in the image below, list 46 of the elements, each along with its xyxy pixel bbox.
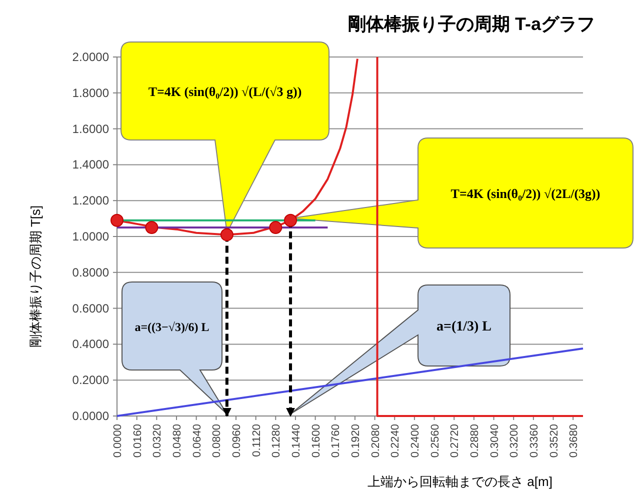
point — [110, 214, 124, 227]
x-tick-label: 0.2720 — [449, 424, 462, 458]
x-tick-label: 0.3200 — [508, 424, 521, 458]
annotation: T=4K (sin(θ₀/2)) √(2L/(3g)) — [450, 186, 600, 201]
y-tick-label: 0.4000 — [72, 337, 110, 352]
point — [145, 221, 158, 234]
x-tick-label: 0.1120 — [250, 424, 263, 457]
x-tick-label: 0.2880 — [468, 424, 481, 458]
x-tick-label: 0.3360 — [528, 424, 540, 458]
y-tick-label: 1.0000 — [72, 230, 110, 244]
x-tick-label: 0.2560 — [429, 424, 442, 458]
x-tick-label: 0.1600 — [310, 424, 322, 458]
y-tick-label: 0.2000 — [72, 373, 110, 388]
x-tick-label: 0.2400 — [409, 424, 422, 458]
annotation: T=4K (sin(θ₀/2)) √(L/(√3 g)) — [148, 84, 302, 99]
y-tick-label: 0.0000 — [72, 409, 110, 423]
x-tick-label: 0.0320 — [152, 424, 164, 458]
x-tick-label: 0.0480 — [171, 424, 184, 458]
point — [269, 221, 282, 234]
chart-title: 剛体棒振り子の周期 T-aグラフ — [348, 14, 595, 34]
y-tick-label: 1.4000 — [72, 158, 110, 172]
x-tick-label: 0.0960 — [230, 424, 243, 458]
x-tick-label: 0.3520 — [548, 424, 560, 458]
annotation: a=(1/3) L — [436, 320, 492, 334]
y-tick-label: 1.2000 — [72, 194, 110, 208]
x-tick-label: 0.1920 — [350, 424, 362, 458]
x-tick-label: 0.2240 — [390, 424, 402, 458]
y-axis-title: 剛体棒振り子の周期 T[s] — [28, 205, 43, 348]
annotation: a=((3−√3)/6) L — [134, 320, 210, 334]
x-tick-label: 0.2080 — [370, 424, 382, 458]
x-tick-label: 0.1760 — [330, 424, 342, 458]
x-axis-title: 上端から回転軸までの長さ a[m] — [368, 474, 552, 489]
y-tick-label: 0.6000 — [72, 301, 110, 316]
point — [220, 228, 234, 242]
y-tick-label: 1.8000 — [72, 86, 110, 100]
x-tick-label: 0.0640 — [191, 424, 204, 458]
x-tick-label: 0.3040 — [488, 424, 501, 458]
x-tick-label: 0.0800 — [211, 424, 224, 458]
y-tick-label: 2.0000 — [72, 50, 110, 64]
y-tick-label: 1.6000 — [72, 122, 110, 136]
point — [284, 214, 298, 227]
x-tick-label: 0.3680 — [568, 424, 580, 458]
x-tick-label: 0.0160 — [132, 424, 144, 458]
x-tick-label: 0.1440 — [290, 424, 302, 458]
y-tick-label: 0.8000 — [72, 265, 110, 280]
x-tick-label: 0.1280 — [270, 424, 283, 458]
